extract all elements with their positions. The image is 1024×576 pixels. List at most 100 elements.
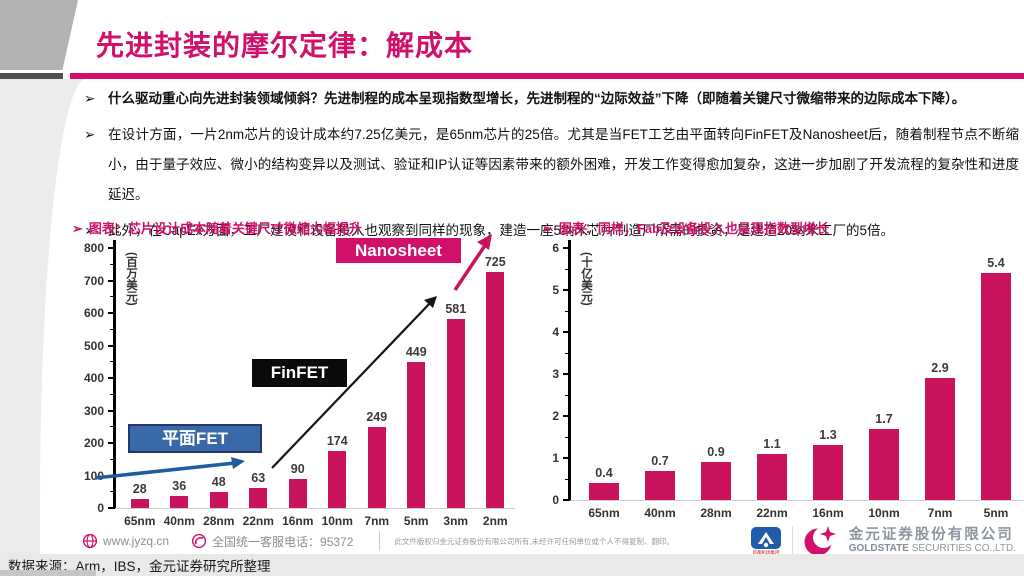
y-minor-tick [110, 426, 114, 428]
bar-7nm [925, 378, 955, 500]
y-tick [108, 474, 115, 477]
phone-icon [191, 533, 207, 549]
goldstate-crescent-logo-icon [804, 526, 836, 556]
x-tick-label: 3nm [443, 514, 469, 528]
bar-column: 0.4 [576, 218, 632, 500]
x-tick-label: 65nm [588, 506, 620, 520]
x-tick-label: 28nm [700, 506, 732, 520]
y-tick [108, 344, 115, 347]
bar-10nm [328, 451, 347, 508]
bar-16nm [813, 445, 843, 500]
airport-logo-text: 首都机场集团 [752, 549, 780, 556]
x-tick-label: 7nm [927, 506, 953, 520]
y-tick [563, 415, 570, 417]
bar-5nm [981, 273, 1011, 500]
bar-column: 48 [199, 218, 239, 508]
bar-value-label: 449 [405, 345, 427, 360]
y-tick-label: 3 [552, 367, 559, 381]
bullet-item: ➢ 此外，在CapEx方面，工厂建设和设备投入也观察到同样的现象，建造一座5纳米… [84, 216, 1019, 246]
globe-icon [82, 533, 98, 549]
y-minor-tick [110, 296, 114, 298]
company-name-en: GOLDSTATE SECURITIES CO.,LTD. [848, 542, 1016, 554]
x-tick-label: 40nm [644, 506, 676, 520]
y-tick [563, 247, 570, 249]
y-minor-tick [110, 393, 114, 395]
header-accent-rule [70, 73, 1024, 79]
y-tick-label: 500 [83, 338, 104, 353]
y-tick [108, 409, 115, 412]
bar-7nm [367, 427, 386, 508]
x-tick-label: 16nm [812, 506, 844, 520]
chart-title-arrow-icon: ➢ [72, 221, 83, 236]
y-axis-line [113, 240, 116, 508]
bar-10nm [869, 428, 899, 500]
logo-divider [791, 526, 793, 556]
y-tick-label: 0 [552, 493, 559, 507]
bar-column: 36 [160, 218, 200, 508]
y-tick [108, 247, 115, 249]
bar-40nm [645, 470, 675, 500]
x-tick-label: 40nm [163, 514, 195, 528]
footer-website: www.jyzq.cn [103, 534, 170, 548]
bar-value-label: 48 [211, 475, 226, 490]
bullet-list: ➢ 什么驱动重心向先进封装领域倾斜？先进制程的成本呈现指数型增长，先进制程的“边… [84, 84, 1019, 252]
y-tick [563, 457, 570, 459]
bar-3nm [446, 319, 465, 508]
y-tick [108, 442, 115, 444]
y-minor-tick [110, 491, 114, 493]
y-tick [108, 377, 115, 379]
x-tick-label: 16nm [282, 514, 314, 528]
chart-design-cost: ➢ 图表：芯片设计成本随着关键尺寸微缩大幅提升 (百万美元) 平面FET FinF… [70, 218, 515, 540]
bar-value-label: 249 [366, 410, 388, 425]
bar-column: 2.9 [912, 218, 968, 500]
airport-logo-icon [750, 526, 781, 549]
x-axis-baseline [115, 508, 515, 509]
bar-28nm [701, 462, 731, 500]
y-tick [108, 507, 115, 509]
bar-22nm [249, 487, 268, 508]
bullet-item: ➢ 什么驱动重心向先进封装领域倾斜？先进制程的成本呈现指数型增长，先进制程的“边… [84, 84, 1019, 114]
bottom-corner-strip [0, 570, 96, 576]
bar-value-label: 1.1 [763, 436, 781, 451]
bar-value-label: 36 [172, 479, 187, 494]
header-gray-rule [0, 73, 63, 79]
y-tick [563, 499, 570, 501]
chart-title-arrow-icon: ➢ [542, 221, 553, 236]
bar-column: 0.9 [688, 218, 744, 500]
y-minor-tick [565, 268, 569, 270]
bar-28nm [209, 492, 228, 508]
y-tick [563, 373, 570, 375]
chart-title-text: 图表：同样，Fab及设备投入也呈现指数型增长 [558, 221, 830, 236]
bar-column: 1.7 [856, 218, 912, 500]
bullet-arrow-icon: ➢ [84, 223, 96, 238]
y-axis-label: (百万美元) [125, 252, 137, 306]
y-axis-label: (十亿美元) [580, 252, 592, 306]
bar-22nm [757, 453, 787, 500]
chart-title: ➢ 图表：同样，Fab及设备投入也呈现指数型增长 [542, 218, 829, 237]
bullet-item: ➢ 在设计方面，一片2nm芯片的设计成本约7.25亿美元，是65nm芯片的25倍… [84, 120, 1019, 210]
chart-title-text: 图表：芯片设计成本随着关键尺寸微缩大幅提升 [88, 221, 362, 236]
bullet-text: 什么驱动重心向先进封装领域倾斜？先进制程的成本呈现指数型增长，先进制程的“边际效… [108, 91, 966, 106]
bar-column: 5.4 [968, 218, 1024, 500]
bar-column: 0.7 [632, 218, 688, 500]
bar-column: 725 [476, 218, 516, 508]
bar-16nm [288, 478, 307, 508]
footer-divider [379, 531, 381, 551]
y-tick-label: 600 [83, 306, 104, 320]
annotation-nanosheet: Nanosheet [336, 238, 461, 263]
y-tick-label: 200 [83, 436, 104, 450]
source-bar: 数据来源：Arm，IBS，金元证券研究所整理 [0, 554, 1024, 576]
bar-value-label: 5.4 [987, 256, 1005, 271]
x-axis-baseline [570, 500, 1024, 501]
y-tick-label: 800 [83, 241, 104, 255]
y-minor-tick [110, 458, 114, 460]
y-tick-label: 5 [552, 283, 559, 297]
annotation-planar-fet: 平面FET [128, 424, 262, 453]
annotation-finfet: FinFET [252, 359, 347, 387]
chart-title: ➢ 图表：芯片设计成本随着关键尺寸微缩大幅提升 [72, 218, 362, 237]
bar-value-label: 0.9 [707, 445, 725, 460]
y-tick-label: 0 [97, 501, 104, 515]
y-tick-label: 1 [552, 451, 559, 465]
company-name-block: 金元证券股份有限公司 GOLDSTATE SECURITIES CO.,LTD. [848, 527, 1016, 555]
